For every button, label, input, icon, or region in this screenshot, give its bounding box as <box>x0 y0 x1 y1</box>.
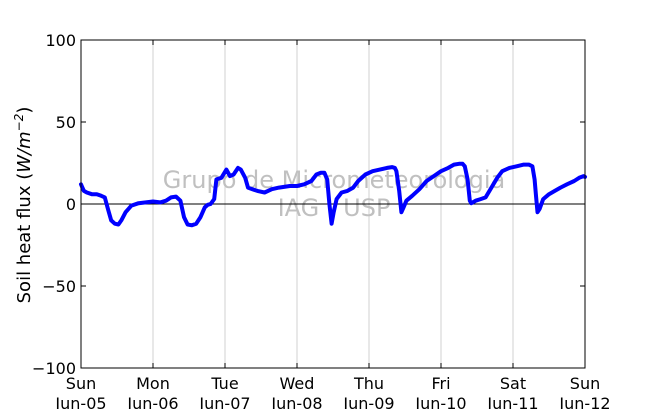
x-tick-day-label: Thu <box>353 374 384 393</box>
x-axis-ticks: SunJun-05MonJun-06TueJun-07WedJun-08ThuJ… <box>54 40 611 409</box>
x-tick-day-label: Fri <box>431 374 450 393</box>
x-tick-date-label: Jun-06 <box>126 394 178 409</box>
x-tick-day-label: Sun <box>570 374 600 393</box>
y-tick-label: 50 <box>56 113 76 132</box>
x-tick-date-label: Jun-08 <box>270 394 322 409</box>
x-tick-date-label: Jun-11 <box>486 394 538 409</box>
y-label-unit-exponent: −2 <box>12 114 26 132</box>
y-label-unit: W/m <box>14 131 35 172</box>
y-tick-label: 0 <box>66 195 76 214</box>
y-tick-label: −50 <box>42 277 76 296</box>
x-tick-date-label: Jun-12 <box>558 394 610 409</box>
y-axis-label: Soil heat flux (W/m−2) <box>12 107 35 304</box>
x-tick-day-label: Tue <box>210 374 238 393</box>
series-line-0 <box>79 161 587 228</box>
x-tick-date-label: Jun-09 <box>342 394 394 409</box>
y-axis-ticks: 100 50 0 −50 −100 <box>32 31 585 378</box>
y-tick-label: −100 <box>32 359 76 378</box>
x-tick-date-label: Jun-05 <box>54 394 106 409</box>
x-tick-date-label: Jun-10 <box>414 394 466 409</box>
y-label-suffix: ) <box>14 107 35 114</box>
x-tick-day-label: Sun <box>66 374 96 393</box>
y-tick-label: 100 <box>45 31 76 50</box>
x-tick-day-label: Sat <box>500 374 526 393</box>
x-tick-day-label: Mon <box>136 374 170 393</box>
series-group <box>79 161 587 228</box>
x-tick-day-label: Wed <box>280 374 315 393</box>
y-label-prefix: Soil heat flux ( <box>14 173 35 304</box>
x-tick-date-label: Jun-07 <box>198 394 250 409</box>
